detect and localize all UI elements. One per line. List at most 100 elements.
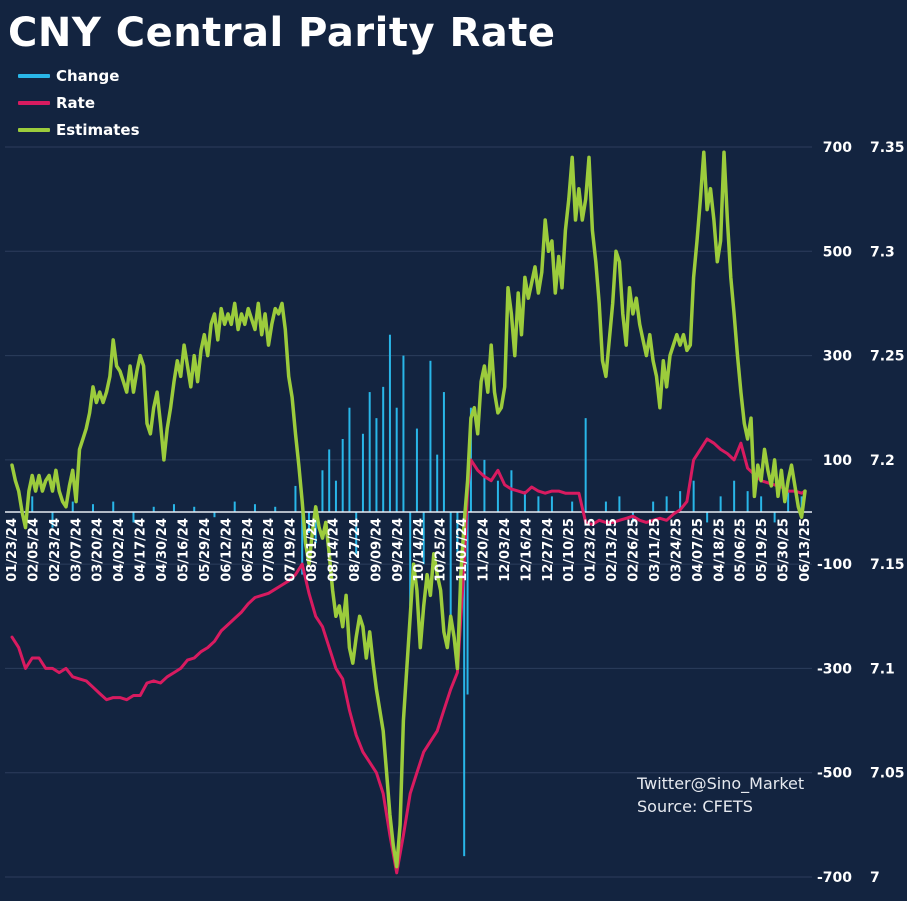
- change-bar: [31, 496, 34, 512]
- change-bar: [463, 512, 466, 857]
- change-bar: [719, 496, 722, 512]
- x-tick-label: 08/14/24: [326, 518, 341, 582]
- change-bar: [307, 512, 310, 533]
- x-tick-label: 12/16/24: [519, 518, 534, 582]
- change-bar: [294, 485, 297, 512]
- change-bar: [253, 504, 256, 512]
- y-axis-right-ticks: 7.35 7.3 7.25 7.2 7.15 7.1 7.05 7: [870, 140, 905, 886]
- y-left-tick-label: -500: [817, 766, 852, 782]
- x-tick-label: 05/16/24: [176, 518, 191, 582]
- x-tick-label: 07/08/24: [262, 518, 277, 582]
- change-bar: [692, 480, 695, 512]
- x-axis-ticks: 01/23/24 02/05/24 02/23/24 03/07/24 03/20/24…: [5, 518, 813, 582]
- credit: Twitter@Sino_Market Source: CFETS: [637, 772, 804, 818]
- change-bar: [112, 501, 115, 512]
- change-bar: [442, 392, 445, 512]
- x-tick-label: 04/17/24: [134, 518, 149, 582]
- y-axis-left-ticks: 700 500 300 100 -100 -300 -500 -700: [817, 140, 852, 886]
- change-bar: [213, 512, 216, 518]
- x-tick-label: 08/01/24: [305, 518, 320, 582]
- chart-legend: Change Rate Estimates: [18, 62, 140, 143]
- credit-source: Source: CFETS: [637, 797, 753, 816]
- y-right-tick-label: 7.2: [870, 453, 895, 469]
- change-bar: [550, 496, 553, 512]
- legend-item-rate: Rate: [18, 89, 140, 116]
- change-bar: [132, 512, 135, 523]
- x-tick-label: 12/27/24: [541, 518, 556, 582]
- change-bar: [328, 449, 331, 512]
- x-tick-label: 01/10/25: [562, 518, 577, 582]
- x-tick-label: 12/03/24: [498, 518, 513, 582]
- change-bar: [375, 418, 378, 512]
- y-left-tick-label: -100: [817, 557, 852, 573]
- x-tick-label: 03/07/24: [69, 518, 84, 582]
- change-bar: [334, 480, 337, 512]
- change-bar: [422, 512, 425, 565]
- x-tick-label: 01/23/24: [5, 518, 20, 582]
- change-bar: [496, 480, 499, 512]
- y-left-tick-label: 700: [823, 140, 852, 156]
- change-bar: [537, 496, 540, 512]
- change-bar: [787, 491, 790, 512]
- legend-label-rate: Rate: [56, 93, 96, 112]
- x-tick-label: 10/25/24: [434, 518, 449, 582]
- x-tick-label: 05/19/25: [755, 518, 770, 582]
- change-bar: [456, 512, 459, 554]
- change-bar: [395, 407, 398, 512]
- change-bar: [604, 501, 607, 512]
- change-bar: [368, 392, 371, 512]
- change-bar: [301, 512, 304, 575]
- rate-line: [10, 437, 807, 875]
- change-bar: [341, 439, 344, 512]
- change-bar: [679, 491, 682, 512]
- change-bar: [91, 504, 94, 512]
- change-bar: [193, 506, 196, 512]
- change-bar: [51, 512, 54, 528]
- chart-title: CNY Central Parity Rate: [8, 10, 556, 56]
- y-right-tick-label: 7.05: [870, 766, 905, 782]
- change-bar: [449, 512, 452, 617]
- x-tick-label: 02/23/24: [48, 518, 63, 582]
- x-tick-label: 02/13/25: [605, 518, 620, 582]
- x-tick-label: 06/25/24: [241, 518, 256, 582]
- x-tick-label: 05/06/25: [734, 518, 749, 582]
- change-bar: [571, 501, 574, 512]
- x-tick-label: 10/14/24: [412, 518, 427, 582]
- change-bar: [172, 504, 175, 512]
- change-bar: [152, 506, 155, 512]
- legend-swatch-rate: [18, 100, 50, 105]
- x-tick-label: 09/09/24: [369, 518, 384, 582]
- x-tick-label: 05/30/25: [777, 518, 792, 582]
- change-bar: [409, 512, 412, 606]
- change-bar: [382, 386, 385, 512]
- x-tick-label: 04/07/25: [691, 518, 706, 582]
- legend-swatch-change: [18, 73, 50, 78]
- x-tick-label: 04/30/24: [155, 518, 170, 582]
- change-bar: [523, 491, 526, 512]
- y-right-tick-label: 7.35: [870, 140, 905, 156]
- change-bar: [274, 506, 277, 512]
- change-bar: [652, 501, 655, 512]
- change-bar: [483, 459, 486, 512]
- change-bar: [71, 501, 74, 512]
- y-right-tick-label: 7.1: [870, 661, 895, 677]
- change-bar: [233, 501, 236, 512]
- y-right-tick-label: 7.25: [870, 349, 905, 365]
- change-bar: [665, 496, 668, 512]
- y-right-tick-label: 7: [870, 870, 880, 886]
- x-tick-label: 04/02/24: [112, 518, 127, 582]
- y-left-tick-label: -700: [817, 870, 852, 886]
- legend-label-change: Change: [56, 66, 120, 85]
- x-tick-label: 06/13/25: [798, 518, 813, 582]
- change-bar: [361, 433, 364, 512]
- x-tick-label: 07/19/24: [284, 518, 299, 582]
- change-bar: [760, 496, 763, 512]
- x-tick-label: 11/07/24: [455, 518, 470, 582]
- change-bar: [584, 418, 587, 512]
- series-lines: [10, 150, 807, 875]
- legend-swatch-estimates: [18, 127, 50, 132]
- credit-twitter: Twitter@Sino_Market: [637, 774, 805, 793]
- x-tick-label: 09/24/24: [391, 518, 406, 582]
- y-left-tick-label: 100: [823, 453, 852, 469]
- x-tick-label: 01/23/25: [584, 518, 599, 582]
